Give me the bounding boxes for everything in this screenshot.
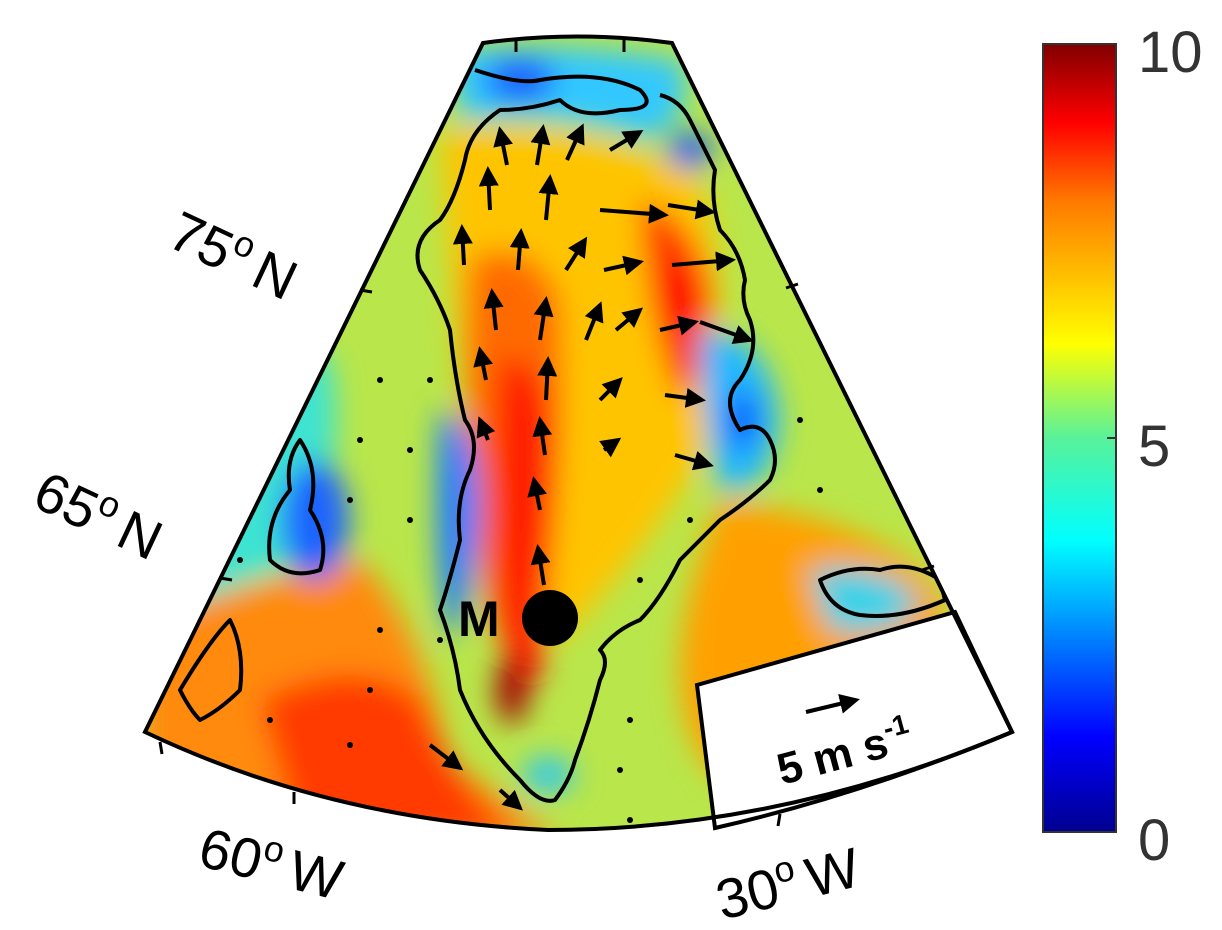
calm-markers <box>237 377 823 823</box>
colorbar-gradient <box>1042 43 1117 833</box>
lat-label-75: 75oN <box>160 195 309 312</box>
colorbar-tick-0: 0 <box>1138 808 1170 873</box>
lon-label-60: 60oW <box>193 812 350 912</box>
graticule-ticks <box>158 40 935 827</box>
lat-label-65: 65oN <box>25 455 174 572</box>
map-frame <box>142 34 1015 833</box>
lon-label-30: 30oW <box>709 831 866 930</box>
reference-vector-arrow <box>805 694 860 714</box>
colorbar-tick-5: 5 <box>1138 414 1170 479</box>
station-marker: M <box>458 590 578 647</box>
colorbar: 10 5 0 <box>1042 20 1203 873</box>
station-marker-label: M <box>458 591 500 647</box>
wind-vectors <box>428 123 754 811</box>
colorbar-tick-10: 10 <box>1138 20 1203 85</box>
